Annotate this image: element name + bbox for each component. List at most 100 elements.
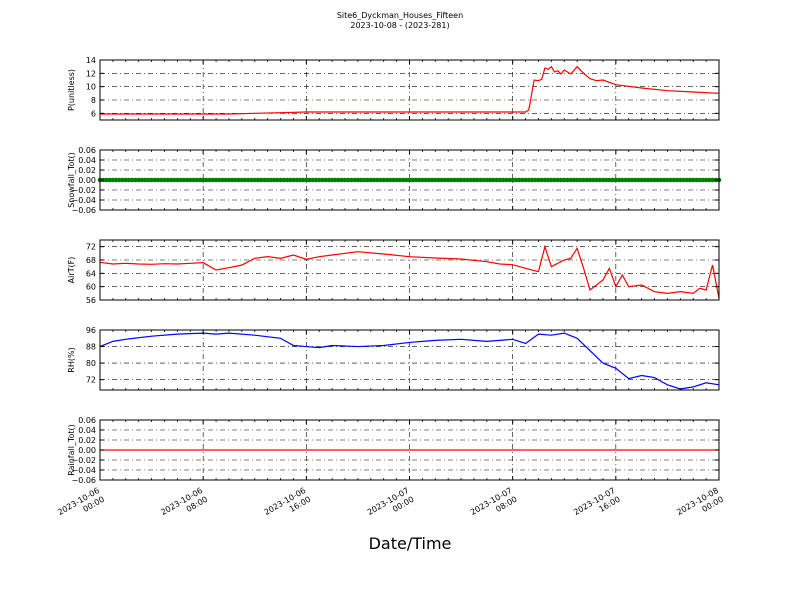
data-point — [310, 177, 316, 183]
gridlines — [100, 419, 719, 481]
data-point — [400, 177, 406, 183]
data-point — [316, 177, 322, 183]
data-point — [358, 177, 364, 183]
data-point — [204, 177, 209, 183]
data-point — [455, 177, 461, 183]
data-point — [510, 177, 515, 183]
data-point — [639, 177, 644, 183]
data-point — [207, 177, 212, 183]
data-point — [268, 177, 274, 183]
chart-title: Site6_Dyckman_Houses_Fifteen — [336, 11, 464, 20]
data-point — [671, 177, 677, 183]
data-point — [281, 177, 287, 183]
series-line — [99, 332, 720, 390]
subplot-4: 72 80 88 96 RH(%) — [67, 326, 720, 391]
data-point — [426, 177, 432, 183]
data-point — [410, 177, 416, 183]
data-point — [249, 177, 254, 183]
data-point — [300, 177, 306, 183]
data-point — [549, 177, 554, 183]
y-axis-label: AirT(F) — [67, 257, 76, 284]
y-tick-label: 0.02 — [78, 436, 96, 445]
data-point — [333, 177, 338, 183]
y-tick-label: 0.00 — [78, 176, 96, 185]
subplot-5: 0.060.040.020.00−0.02−0.04−0.06Rainfall_… — [67, 416, 720, 485]
data-point — [648, 177, 654, 183]
gridlines — [100, 240, 719, 301]
data-point — [371, 177, 377, 183]
series-markers — [97, 177, 722, 183]
y-tick-label: 0.04 — [78, 156, 96, 165]
data-point — [139, 177, 145, 183]
data-point — [107, 177, 112, 183]
data-point — [581, 177, 586, 183]
subplot-2: 0.060.040.020.00−0.02−0.04−0.06Snowfall_… — [67, 146, 722, 215]
y-tick-label: 80 — [86, 359, 96, 368]
data-point — [420, 177, 425, 183]
data-point — [384, 177, 390, 183]
data-point — [246, 177, 251, 183]
data-point — [275, 177, 280, 183]
data-point — [184, 177, 190, 183]
data-point — [387, 177, 393, 183]
data-point — [462, 177, 467, 183]
data-point — [229, 177, 235, 183]
series-line — [100, 65, 720, 115]
data-point — [120, 177, 125, 183]
data-point — [291, 177, 296, 183]
data-point — [223, 177, 229, 183]
x-tick-labels: 2023-10-0600:00 2023-10-0608:00 2023-10-06… — [56, 486, 725, 526]
data-point — [117, 177, 122, 183]
data-point — [287, 177, 293, 183]
data-point — [403, 177, 409, 183]
data-point — [265, 177, 270, 183]
data-point — [523, 177, 528, 183]
data-point — [355, 177, 361, 183]
y-tick-label: 0.06 — [78, 416, 96, 425]
data-point — [465, 177, 470, 183]
data-point — [632, 177, 638, 183]
data-point — [432, 177, 438, 183]
data-point — [526, 177, 532, 183]
data-point — [587, 177, 593, 183]
data-point — [700, 177, 706, 183]
data-point — [703, 177, 709, 183]
data-point — [487, 177, 493, 183]
data-point — [655, 177, 661, 183]
data-point — [578, 177, 583, 183]
data-point — [690, 177, 696, 183]
data-point — [555, 177, 561, 183]
data-point — [529, 177, 535, 183]
data-point — [594, 177, 599, 183]
y-tick-label: 12 — [86, 69, 96, 78]
data-point — [665, 177, 670, 183]
y-tick-label: 6 — [91, 109, 96, 118]
x-tick-label: 2023-10-0708:00 — [469, 486, 519, 526]
data-point — [513, 177, 519, 183]
data-point — [158, 177, 164, 183]
x-tick-label: 2023-10-0600:00 — [56, 486, 106, 526]
y-tick-label: 64 — [86, 269, 96, 278]
y-tick-label: 0.06 — [78, 146, 96, 155]
data-point — [484, 177, 490, 183]
data-point — [374, 177, 380, 183]
y-tick-label: 8 — [91, 96, 96, 105]
data-point — [503, 177, 509, 183]
data-point — [607, 177, 612, 183]
data-point — [474, 177, 480, 183]
data-point — [629, 177, 635, 183]
data-point — [262, 177, 267, 183]
data-point — [668, 177, 673, 183]
data-point — [500, 177, 506, 183]
data-point — [542, 177, 548, 183]
data-point — [678, 177, 683, 183]
chart-subtitle: 2023-10-08 - (2023-281) — [350, 21, 450, 30]
data-point — [368, 177, 374, 183]
y-tick-label: 14 — [86, 56, 96, 65]
data-point — [491, 177, 496, 183]
data-point — [449, 177, 454, 183]
data-point — [661, 177, 667, 183]
data-point — [681, 177, 686, 183]
data-point — [600, 177, 606, 183]
data-point — [623, 177, 628, 183]
